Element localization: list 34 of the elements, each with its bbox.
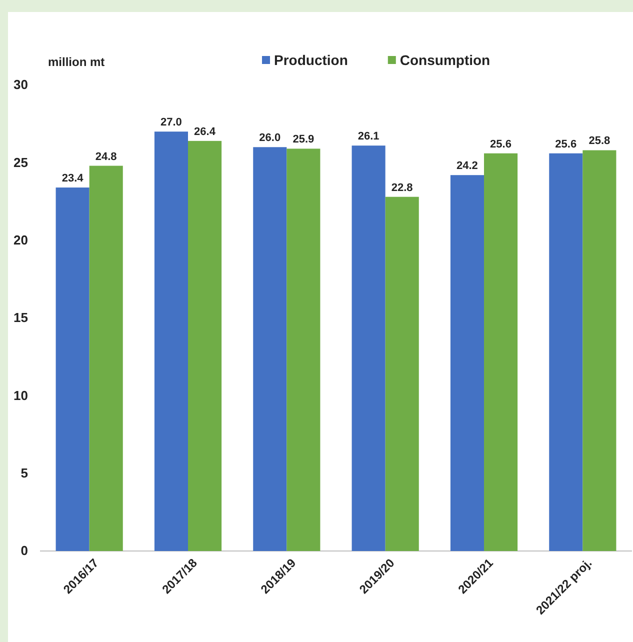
- data-label: 25.8: [588, 135, 610, 148]
- bar: [549, 153, 583, 551]
- y-tick-label: 25: [14, 154, 28, 170]
- y-tick-label: 10: [14, 388, 28, 403]
- data-label: 24.2: [456, 160, 478, 172]
- bar: [56, 188, 90, 551]
- legend-label: Production: [274, 52, 348, 68]
- bar: [154, 132, 188, 551]
- bar: [188, 140, 222, 551]
- data-label: 26.0: [259, 132, 281, 144]
- bar: [582, 150, 616, 551]
- data-label: 24.8: [95, 150, 117, 163]
- bar: [89, 166, 123, 551]
- data-label: 26.1: [358, 130, 380, 143]
- y-tick-label: 30: [14, 77, 28, 92]
- data-label: 26.4: [194, 126, 216, 138]
- y-axis-title: million mt: [48, 55, 105, 69]
- y-tick-label: 0: [20, 543, 28, 558]
- y-tick-label: 20: [14, 232, 28, 248]
- bar: [352, 146, 386, 551]
- bar: [253, 147, 287, 551]
- data-label: 27.0: [160, 116, 182, 129]
- y-tick-label: 5: [20, 465, 28, 480]
- bar: [385, 196, 419, 551]
- bar: [286, 148, 320, 551]
- data-label: 25.6: [490, 138, 512, 150]
- y-tick-label: 15: [14, 310, 28, 326]
- data-label: 25.6: [555, 138, 577, 150]
- data-label: 23.4: [62, 172, 84, 185]
- data-label: 22.8: [391, 182, 413, 194]
- bar: [450, 175, 484, 551]
- data-label: 25.9: [292, 134, 314, 146]
- bar: [484, 153, 518, 551]
- legend-label: Consumption: [400, 52, 490, 68]
